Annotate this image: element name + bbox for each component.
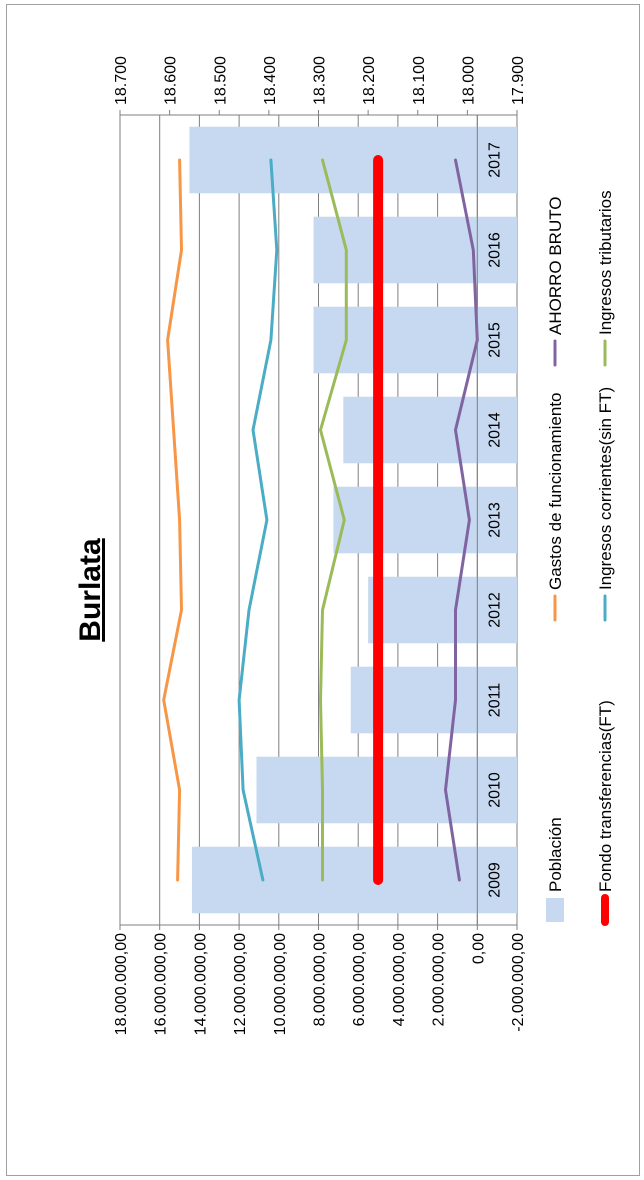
category-label-2015: 2015 <box>486 322 503 358</box>
chart-title: Burlata <box>74 538 107 642</box>
series-line-2 <box>237 158 279 882</box>
series-line-1 <box>319 158 348 882</box>
bar-poblacion-2009 <box>191 846 518 914</box>
left-tick-label: 4.000.000,00 <box>391 933 408 1027</box>
bar-poblacion-2010 <box>256 756 517 824</box>
legend-label: Fondo transferencias(FT) <box>596 700 615 892</box>
category-label-2012: 2012 <box>486 592 503 628</box>
left-tick-label: 2.000.000,00 <box>431 933 448 1027</box>
line-series <box>162 155 479 885</box>
right-tick-label: 18.000 <box>460 56 477 105</box>
series-line-4 <box>444 158 479 882</box>
left-tick-label: -2.000.000,00 <box>510 933 527 1032</box>
series-line-0 <box>162 158 183 882</box>
left-tick-label: 0,00 <box>470 933 487 964</box>
bar-poblacion-2015 <box>313 306 517 374</box>
left-tick-label: 12.000.000,00 <box>232 933 249 1035</box>
chart-frame <box>6 4 640 1176</box>
category-ticks: 2009 2010 2011 2012 2013 2014 2015 2016 2017 <box>486 142 503 898</box>
right-tick-label: 18.100 <box>411 56 428 105</box>
category-label-2017: 2017 <box>486 142 503 178</box>
category-label-2010: 2010 <box>486 772 503 808</box>
left-tick-label: 14.000.000,00 <box>192 933 209 1035</box>
legend-label: Gastos de funcionamiento <box>546 392 565 590</box>
right-tick-label: 18.500 <box>212 56 229 105</box>
legend-label: Ingresos tributarios <box>596 190 615 335</box>
left-tick-label: 6.000.000,00 <box>351 933 368 1027</box>
right-tick-label: 17.900 <box>510 56 527 105</box>
category-label-2009: 2009 <box>486 862 503 898</box>
bar-poblacion-2016 <box>313 216 517 284</box>
legend: Población Fondo transferencias(FT) Gastos … <box>546 190 615 926</box>
left-tick-label: 16.000.000,00 <box>153 933 170 1035</box>
left-axis-ticks: 18.000.000,00 16.000.000,00 14.000.000,00 1… <box>113 925 527 1035</box>
left-tick-label: 10.000.000,00 <box>272 933 289 1035</box>
legend-label: Ingresos corrientes(sin FT) <box>596 387 615 590</box>
right-tick-label: 18.600 <box>163 56 180 105</box>
legend-label: AHORRO BRUTO <box>546 196 565 335</box>
legend-label: Población <box>546 817 565 892</box>
left-tick-label: 8.000.000,00 <box>312 933 329 1027</box>
category-label-2013: 2013 <box>486 502 503 538</box>
bar-poblacion-2014 <box>343 396 517 464</box>
category-label-2014: 2014 <box>486 412 503 448</box>
legend-swatch <box>546 898 564 922</box>
right-axis-ticks: 18.700 18.600 18.500 18.400 18.300 18.200 18.1… <box>113 56 527 115</box>
bar-poblacion-2012 <box>368 576 517 644</box>
category-label-2011: 2011 <box>486 683 503 718</box>
right-tick-label: 18.700 <box>113 56 130 105</box>
bar-poblacion-2011 <box>350 666 517 734</box>
category-label-2016: 2016 <box>486 232 503 268</box>
right-tick-label: 18.400 <box>262 56 279 105</box>
right-tick-label: 18.300 <box>312 56 329 105</box>
bar-poblacion-2017 <box>189 126 517 194</box>
left-tick-label: 18.000.000,00 <box>113 933 130 1035</box>
right-tick-label: 18.200 <box>361 56 378 105</box>
